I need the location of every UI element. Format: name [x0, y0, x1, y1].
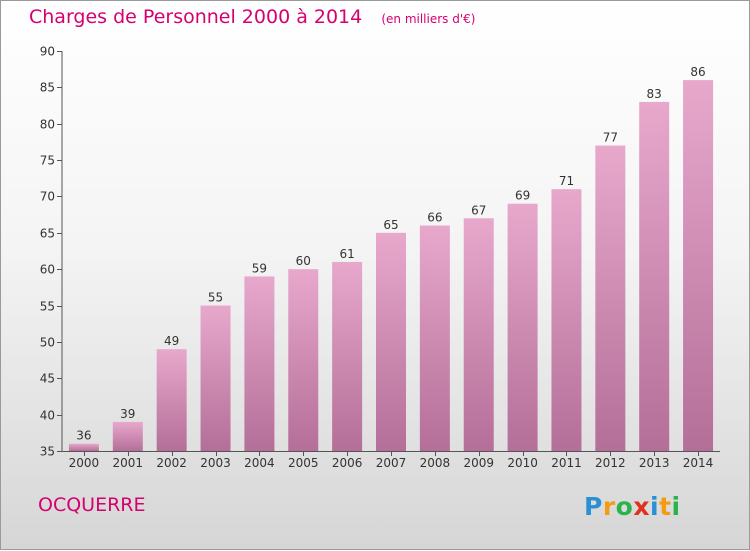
bar-2005	[288, 269, 319, 451]
commune-name: OCQUERRE	[38, 494, 146, 516]
x-tick-label-2011: 2011	[551, 456, 582, 470]
x-tick-label-2009: 2009	[463, 456, 494, 470]
bar-2009	[463, 218, 494, 451]
y-tick-label: 55	[40, 300, 55, 314]
y-tick-label: 75	[40, 154, 55, 168]
logo-letter: r	[602, 492, 616, 521]
y-tick-label: 85	[40, 81, 55, 95]
y-tick-label: 60	[40, 263, 55, 277]
x-tick-label-2003: 2003	[200, 456, 231, 470]
value-label-2005: 60	[296, 254, 311, 268]
value-label-2002: 49	[164, 334, 179, 348]
value-label-2009: 67	[471, 203, 486, 217]
x-tick-label-2002: 2002	[156, 456, 187, 470]
x-tick-label-2006: 2006	[332, 456, 363, 470]
y-tick-label: 50	[40, 336, 55, 350]
x-tick-label-2014: 2014	[683, 456, 714, 470]
bar-2012	[595, 145, 626, 451]
labels-group: 36 2000 39 2001 49 2002 55 2003 59 2004 60 2005 61 20…	[69, 65, 714, 470]
logo-letter: P	[584, 492, 603, 521]
value-label-2012: 77	[603, 131, 618, 145]
bars-group	[68, 80, 714, 451]
x-tick-label-2008: 2008	[420, 456, 451, 470]
value-label-2004: 59	[252, 261, 267, 275]
x-tick-label-2012: 2012	[595, 456, 626, 470]
value-label-2011: 71	[559, 174, 574, 188]
value-label-2013: 83	[647, 87, 662, 101]
value-label-2003: 55	[208, 291, 223, 305]
value-label-2007: 65	[383, 218, 398, 232]
bar-2007	[376, 232, 406, 451]
bar-2014	[683, 80, 714, 451]
bar-2010	[507, 203, 538, 451]
logo-letter: i	[650, 492, 660, 521]
logo-letter: x	[633, 492, 650, 521]
y-tick-label: 80	[40, 118, 55, 132]
bar-2000	[68, 443, 99, 451]
y-tick-label: 35	[40, 445, 55, 459]
x-tick-label-2010: 2010	[507, 456, 538, 470]
x-tick-label-2000: 2000	[69, 456, 100, 470]
y-tick-label: 40	[40, 409, 55, 423]
value-label-2000: 36	[76, 429, 91, 443]
bar-2013	[639, 101, 670, 451]
title-row: Charges de Personnel 2000 à 2014 (en mil…	[29, 6, 475, 28]
x-tick-label-2001: 2001	[113, 456, 144, 470]
x-tick-label-2005: 2005	[288, 456, 319, 470]
chart-subtitle: (en milliers d'€)	[381, 12, 476, 26]
value-label-2001: 39	[120, 407, 135, 421]
bar-2002	[156, 349, 187, 451]
bar-2011	[551, 189, 582, 451]
x-tick-label-2007: 2007	[376, 456, 407, 470]
x-tick-label-2004: 2004	[244, 456, 275, 470]
y-tick-label: 65	[40, 227, 55, 241]
bar-2006	[332, 261, 363, 451]
chart-title: Charges de Personnel 2000 à 2014	[29, 6, 363, 28]
bar-2004	[244, 276, 275, 451]
value-label-2014: 86	[690, 65, 705, 79]
logo-letter: i	[671, 492, 681, 521]
y-tick-label: 90	[40, 45, 55, 59]
logo-letter: t	[659, 492, 672, 521]
bar-2001	[112, 421, 143, 451]
value-label-2008: 66	[427, 211, 442, 225]
y-tick-label: 45	[40, 372, 55, 386]
axes: 35 40 45 50 55 60 65 70 75 80 85 90	[40, 45, 720, 459]
value-label-2010: 69	[515, 189, 530, 203]
bar-2008	[419, 225, 450, 451]
proxiti-logo[interactable]: Proxiti	[584, 492, 681, 521]
value-label-2006: 61	[339, 247, 354, 261]
bar-2003	[200, 305, 231, 451]
y-tick-label: 70	[40, 190, 55, 204]
x-tick-label-2013: 2013	[639, 456, 670, 470]
logo-letter: o	[615, 492, 634, 521]
